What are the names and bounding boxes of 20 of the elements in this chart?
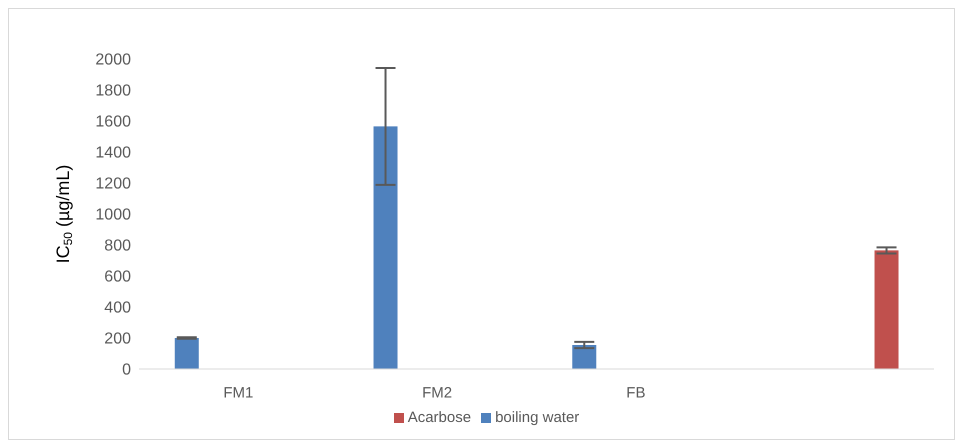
bar — [374, 126, 398, 369]
y-tick-label: 1000 — [95, 206, 132, 224]
legend-label: boiling water — [495, 409, 580, 426]
x-tick-label: FB — [626, 384, 646, 402]
legend-label: Acarbose — [408, 409, 472, 426]
bar — [572, 344, 596, 369]
y-tick-label: 1400 — [95, 144, 132, 162]
y-tick-label: 0 — [122, 362, 132, 379]
y-tick-label: 2000 — [95, 52, 132, 69]
x-tick-label: FM1 — [223, 384, 254, 402]
y-tick-label: 400 — [104, 300, 132, 317]
x-tick-label: FM2 — [422, 384, 452, 402]
bar — [874, 250, 899, 369]
y-tick-label: 1200 — [95, 176, 132, 193]
y-tick-label: 1600 — [95, 114, 132, 131]
y-tick-label: 200 — [104, 330, 132, 348]
y-tick-label: 600 — [104, 268, 132, 286]
y-tick-label: 1800 — [95, 82, 132, 100]
bar — [174, 338, 199, 369]
y-tick-label: 800 — [104, 238, 132, 255]
